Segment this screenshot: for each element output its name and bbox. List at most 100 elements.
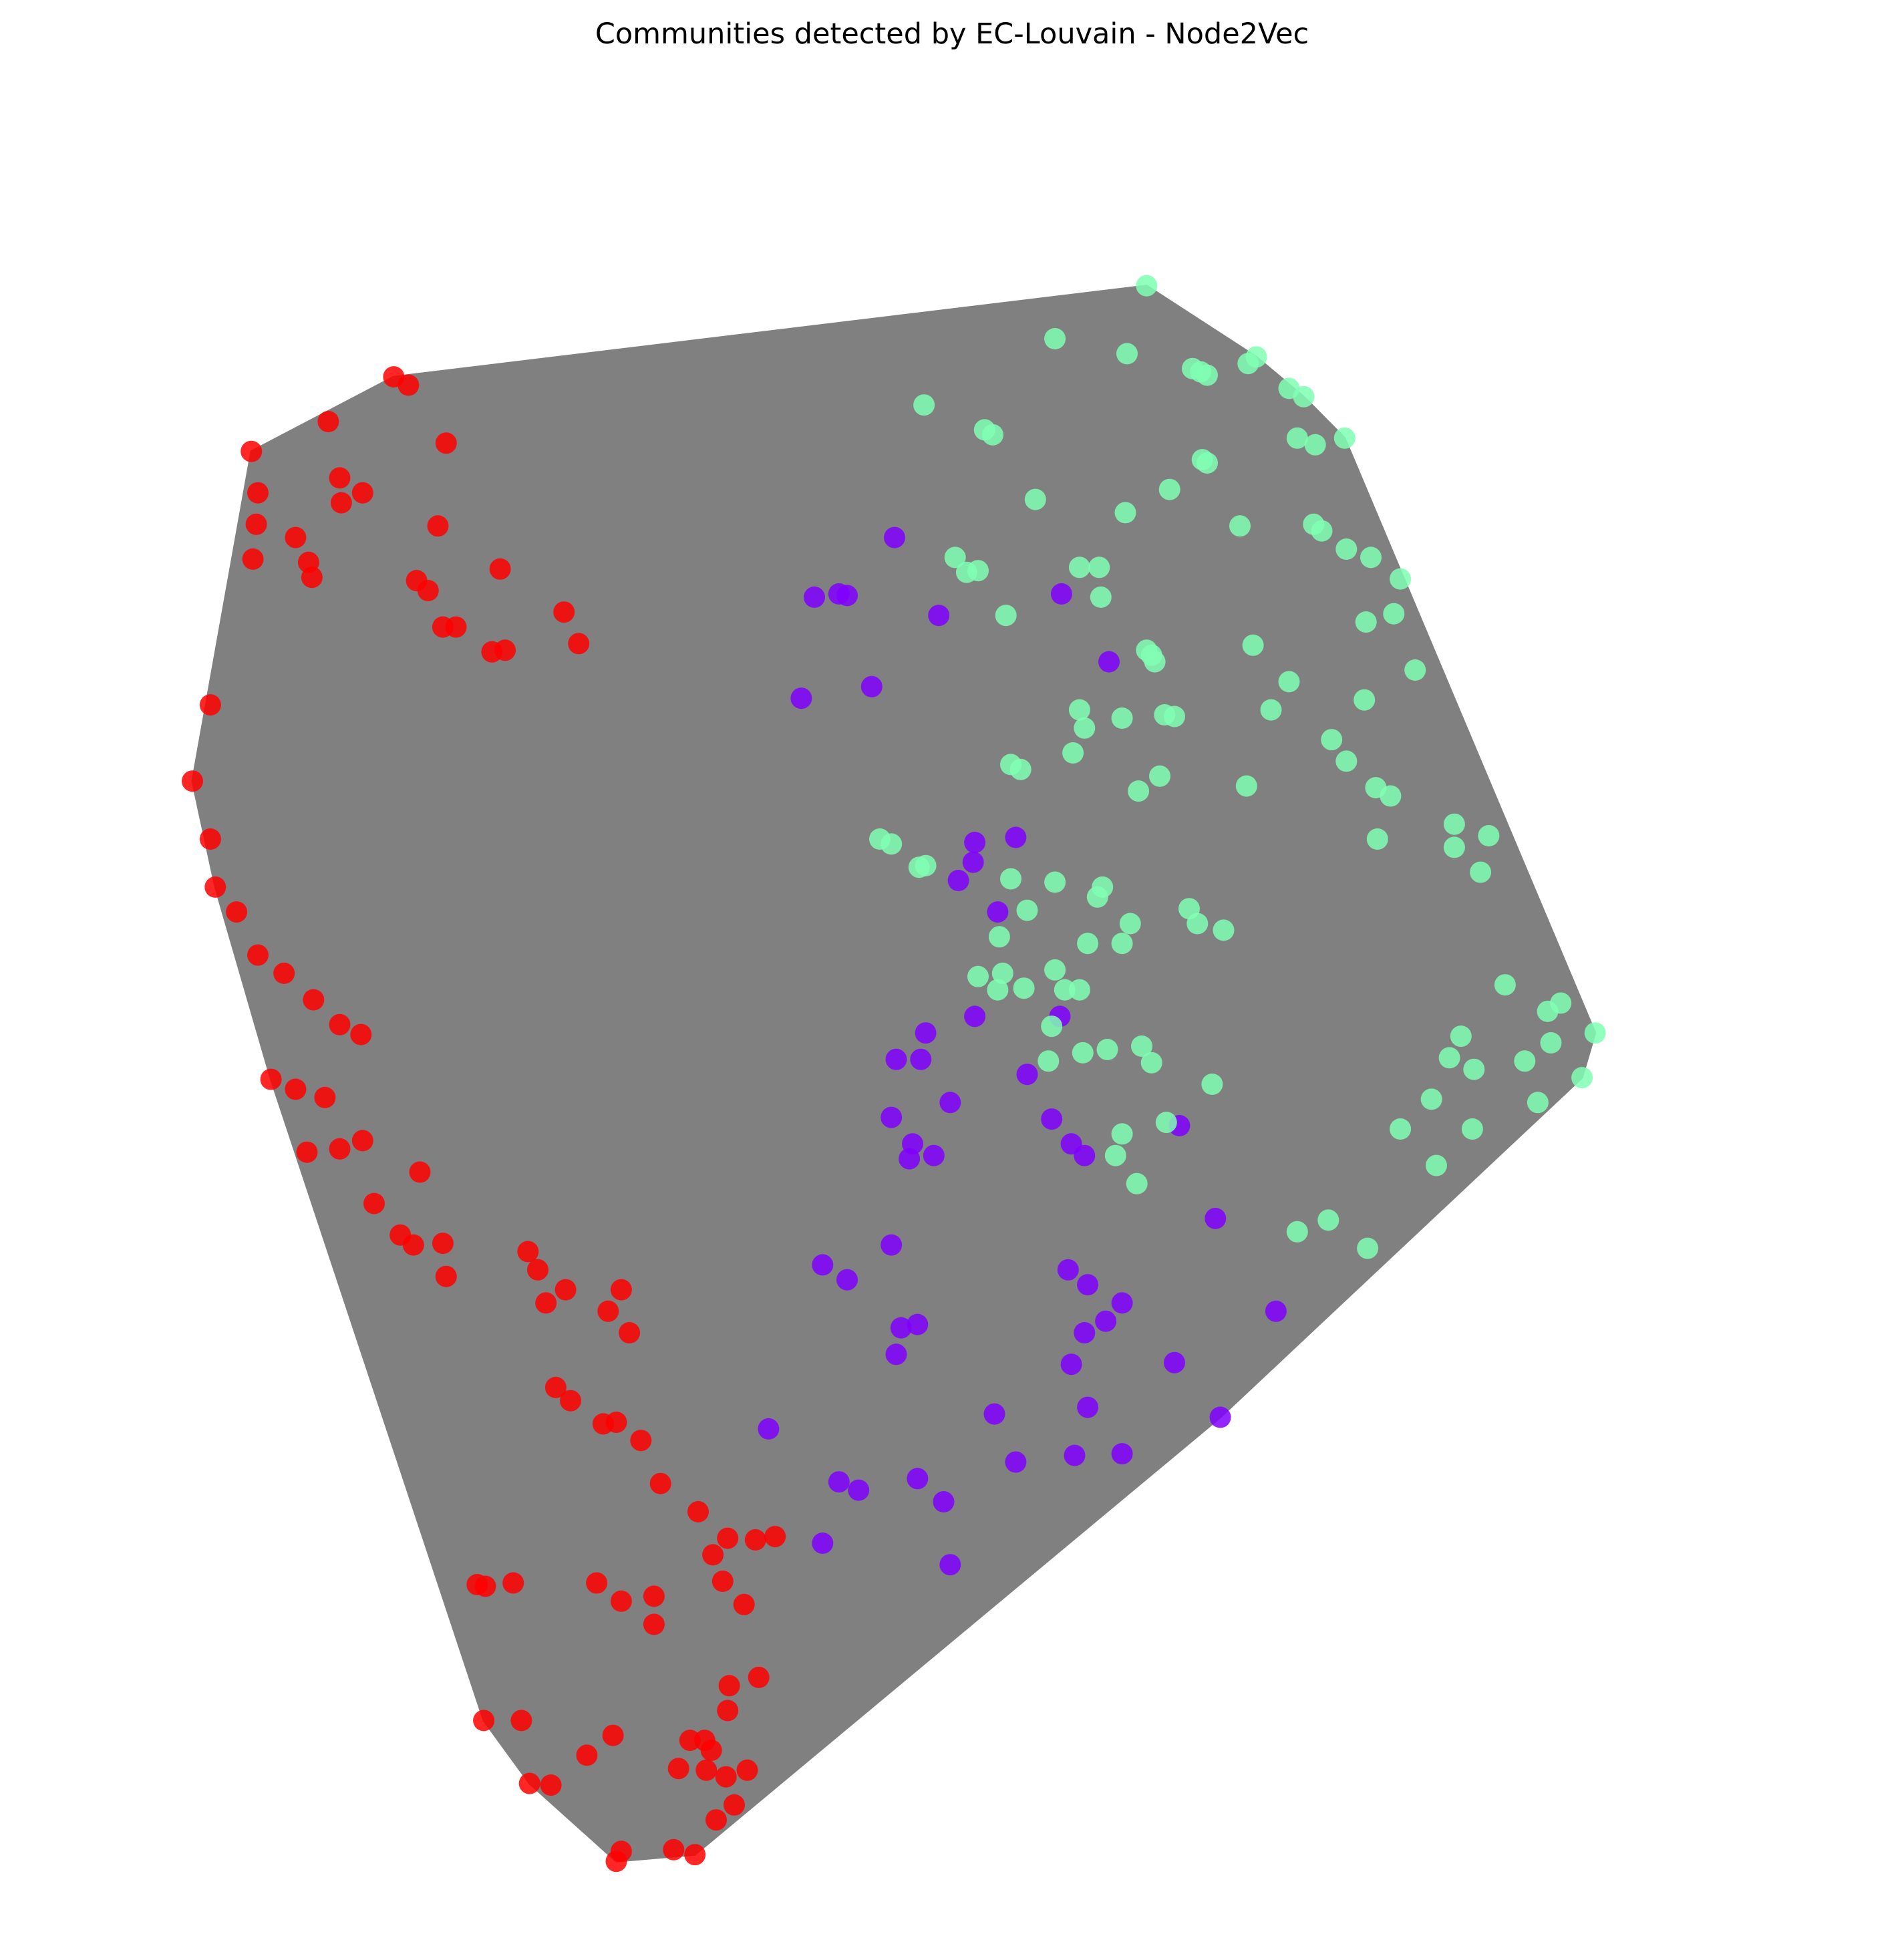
graph-edge (925, 1032, 951, 1103)
graph-edge (1048, 1060, 1072, 1144)
graph-edge (923, 404, 956, 558)
graph-edge (295, 999, 315, 1090)
graph-edge (943, 1461, 1017, 1503)
graph-edge (993, 1363, 1072, 1415)
graph-edge (512, 1582, 622, 1603)
graph-node-community-0 (907, 1468, 929, 1490)
graph-node-community-0 (1265, 1300, 1287, 1322)
graph-node-community-1 (1149, 765, 1170, 787)
graph-edge (994, 1406, 1088, 1415)
graph-edge (870, 571, 967, 687)
graph-node-community-0 (962, 851, 984, 873)
graph-node-community-2 (717, 1700, 739, 1722)
graph-edge (997, 881, 1056, 913)
graph-node-community-1 (1201, 1074, 1223, 1095)
graph-edge (917, 1323, 1072, 1365)
graph-edge (587, 1754, 679, 1770)
graph-edge (1010, 709, 1080, 766)
graph-edge (1472, 1102, 1539, 1130)
graph-edge (991, 338, 1056, 436)
graph-edge (1390, 795, 1455, 848)
graph-node-community-1 (1077, 933, 1099, 955)
graph-edge (1070, 1364, 1076, 1456)
graph-edge (1026, 909, 1088, 945)
graph-edge (983, 338, 1056, 431)
graph-node-community-2 (667, 1758, 689, 1780)
graph-node-community-2 (489, 558, 511, 580)
graph-node-community-2 (199, 828, 221, 850)
graph-edge (1122, 1416, 1221, 1455)
graph-edge (412, 1172, 421, 1245)
graph-node-community-2 (544, 1376, 567, 1398)
graph-node-community-2 (204, 876, 226, 898)
graph-edge (800, 697, 893, 845)
graph-node-community-1 (1260, 699, 1282, 721)
edge-mass (191, 285, 1597, 1863)
graph-edge (678, 1768, 735, 1806)
graph-edge (822, 1264, 902, 1329)
graph-edge (653, 1511, 699, 1597)
graph-edge (1367, 1128, 1473, 1249)
graph-edge (1051, 1052, 1084, 1120)
graph-node-community-2 (630, 1430, 652, 1452)
graph-node-community-1 (1088, 556, 1110, 579)
graph-edge (1054, 943, 1123, 971)
graph-edge (653, 1580, 724, 1625)
graph-edge (1275, 1219, 1329, 1312)
graph-edge (499, 569, 506, 651)
graph-node-community-1 (1000, 868, 1021, 890)
graph-edge (1121, 661, 1156, 719)
graph-edge (1488, 835, 1506, 985)
graph-edge (838, 1353, 897, 1482)
graph-node-community-1 (1068, 699, 1090, 721)
graph-edge (846, 1279, 897, 1355)
graph-node-community-1 (1213, 919, 1235, 941)
graph-node-community-2 (679, 1730, 701, 1752)
graph-node-community-0 (1077, 1396, 1099, 1418)
graph-edge (822, 1500, 944, 1545)
graph-edge (1390, 795, 1489, 837)
graph-node-community-2 (748, 1666, 770, 1688)
graph-node-community-2 (351, 1130, 373, 1152)
graph-edge (954, 434, 994, 558)
graph-edge (891, 1155, 935, 1246)
graph-edge (545, 1289, 622, 1304)
graph-edge (800, 697, 881, 840)
graph-node-community-1 (1074, 717, 1096, 739)
graph-edge (257, 477, 340, 494)
graph-edge (513, 1582, 655, 1597)
graph-node-community-2 (663, 1838, 685, 1861)
graph-node-community-1 (1470, 861, 1492, 883)
graph-edge (550, 1768, 679, 1786)
graph-edge (252, 477, 341, 560)
graph-edge (1072, 752, 1139, 792)
graph-edge (1121, 1302, 1175, 1363)
graph-node-community-1 (1443, 836, 1465, 858)
graph-node-community-1 (1321, 729, 1343, 751)
graph-edge (999, 936, 1056, 971)
graph-edge (1067, 1269, 1072, 1365)
graph-edge (340, 384, 410, 504)
graph-edge (1366, 1098, 1432, 1249)
graph-edge (1247, 363, 1298, 439)
graph-edge (1377, 834, 1489, 840)
graph-edge (814, 536, 895, 598)
graph-edge (965, 430, 986, 573)
graph-edge (400, 1172, 421, 1236)
graph-edge (537, 1269, 622, 1291)
graph-edge (339, 384, 410, 479)
graph-edge (360, 1034, 364, 1141)
graph-edge (722, 1542, 823, 1583)
graph-node-community-1 (1062, 742, 1084, 764)
graph-edge (1121, 1183, 1138, 1303)
graph-node-community-2 (317, 411, 339, 432)
graph-edge (1327, 1128, 1473, 1221)
graph-edge (361, 385, 410, 494)
graph-edge (1239, 525, 1347, 550)
graph-node-community-1 (1054, 979, 1076, 1001)
graph-edge (870, 615, 940, 687)
graph-node-community-1 (1478, 825, 1500, 846)
graph-node-community-2 (242, 548, 264, 570)
graph-edge (1321, 438, 1346, 531)
